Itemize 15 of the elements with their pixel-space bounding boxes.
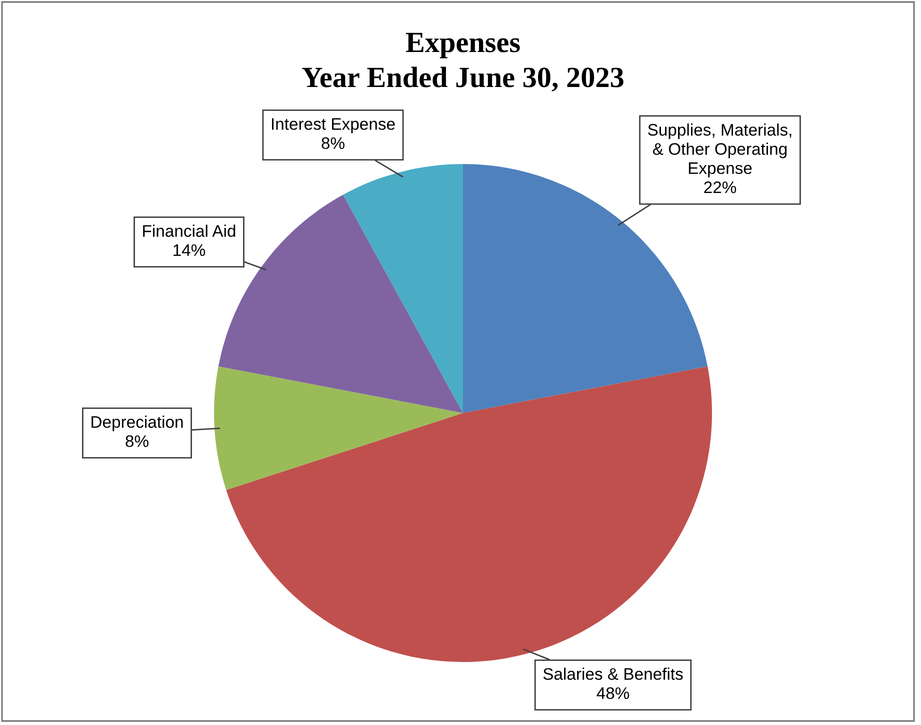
data-label: 14%: [174, 244, 206, 256]
pie-slice: [226, 366, 712, 662]
slice-label: Supplies, Materials, & Other Operating Expense: [648, 123, 792, 178]
chart-title: Expenses: [406, 32, 520, 58]
slice-label: Salaries & Benefits: [543, 668, 683, 680]
data-label: 8%: [322, 137, 344, 150]
data-label: 8%: [126, 435, 148, 448]
chart-subtitle: Year Ended June 30, 2023: [302, 66, 624, 92]
slice-label: Interest Expense: [272, 118, 395, 134]
pie-slice: [214, 366, 463, 490]
slice-label: Depreciation: [92, 416, 183, 432]
slice-label: Financial Aid: [143, 224, 236, 237]
data-label: 22%: [704, 181, 736, 194]
data-label: 48%: [596, 687, 630, 700]
pie-slice: [343, 164, 463, 413]
